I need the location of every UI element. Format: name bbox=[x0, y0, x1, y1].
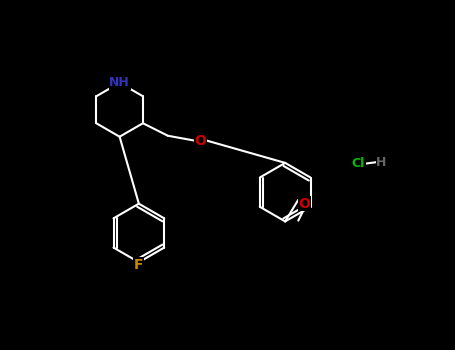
Text: H: H bbox=[376, 156, 387, 169]
Text: NH: NH bbox=[109, 76, 130, 89]
Text: O: O bbox=[195, 134, 207, 148]
Text: F: F bbox=[134, 258, 144, 272]
Text: Cl: Cl bbox=[352, 157, 365, 170]
Text: O: O bbox=[298, 197, 310, 211]
